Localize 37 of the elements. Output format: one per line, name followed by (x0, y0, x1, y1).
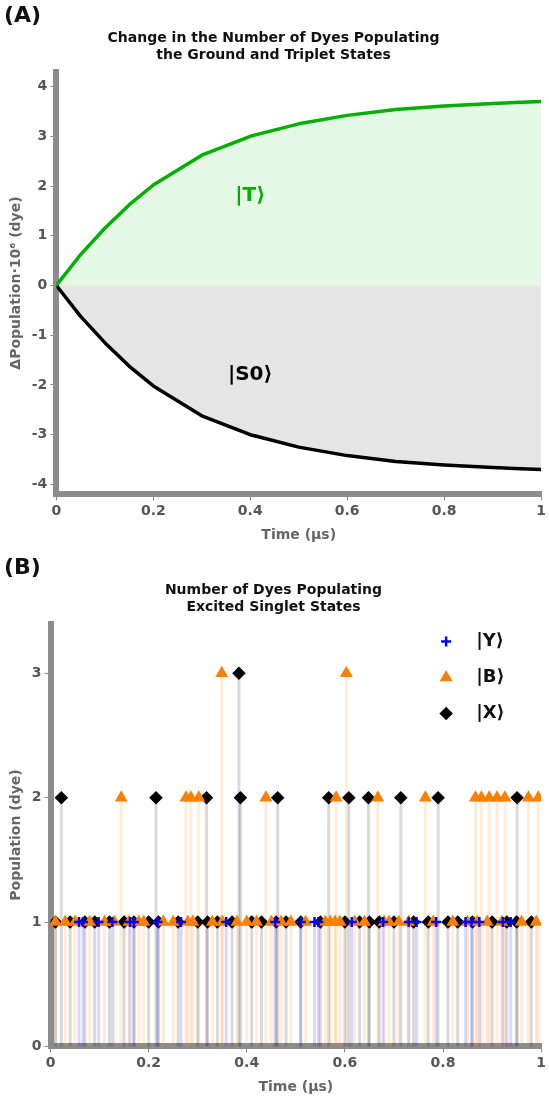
x-axis-title: Time (μs) (258, 1078, 334, 1095)
legend-label: |B⟩ (476, 665, 505, 687)
x-tick-label: 0.2 (140, 502, 166, 519)
y-tick-label: 0 (31, 1037, 42, 1054)
y-tick-label: 1 (37, 226, 48, 243)
y-tick-label: 1 (31, 912, 42, 929)
y-tick-label: 2 (31, 788, 42, 805)
y-tick-label: -3 (31, 425, 48, 442)
y-tick-label: 0 (37, 276, 48, 293)
y-tick-label: 3 (31, 663, 42, 680)
x-tick-label: 1 (536, 1054, 546, 1071)
y-tick-label: -2 (31, 375, 48, 392)
text: (B) (4, 554, 41, 579)
x-tick-label: 0.4 (237, 502, 263, 519)
x-tick-label: 0.8 (431, 502, 457, 519)
y-tick-label: -1 (31, 325, 48, 342)
x-tick-label: 0 (51, 502, 62, 519)
y-axis-title: Population (dye) (7, 769, 24, 901)
chart-title: Change in the Number of Dyes Populating the Ground and Triplet States (107, 29, 440, 62)
x-tick-label: 0.6 (332, 1054, 358, 1071)
legend-label: |X⟩ (476, 701, 505, 723)
x-tick-label: 0.2 (136, 1054, 162, 1071)
x-axis-title: Time (μs) (261, 526, 337, 543)
x-tick-label: 0.4 (234, 1054, 260, 1071)
y-tick-label: 3 (37, 126, 48, 143)
x-tick-label: 1 (536, 502, 546, 519)
legend-label: |Y⟩ (476, 629, 504, 651)
y-axis-title: ΔPopulation·10⁶ (dye) (7, 196, 24, 370)
y-tick-label: 4 (37, 77, 48, 94)
y-tick-label: -4 (31, 475, 48, 492)
series-label: |T⟩ (235, 182, 266, 207)
x-tick-label: 0.6 (334, 502, 360, 519)
x-tick-label: 0.8 (430, 1054, 456, 1071)
series-label: |S0⟩ (227, 361, 273, 386)
chart-title: Number of Dyes Populating Excited Singlet States (164, 581, 383, 614)
text: (A) (4, 2, 42, 27)
y-tick-label: 2 (37, 176, 48, 193)
